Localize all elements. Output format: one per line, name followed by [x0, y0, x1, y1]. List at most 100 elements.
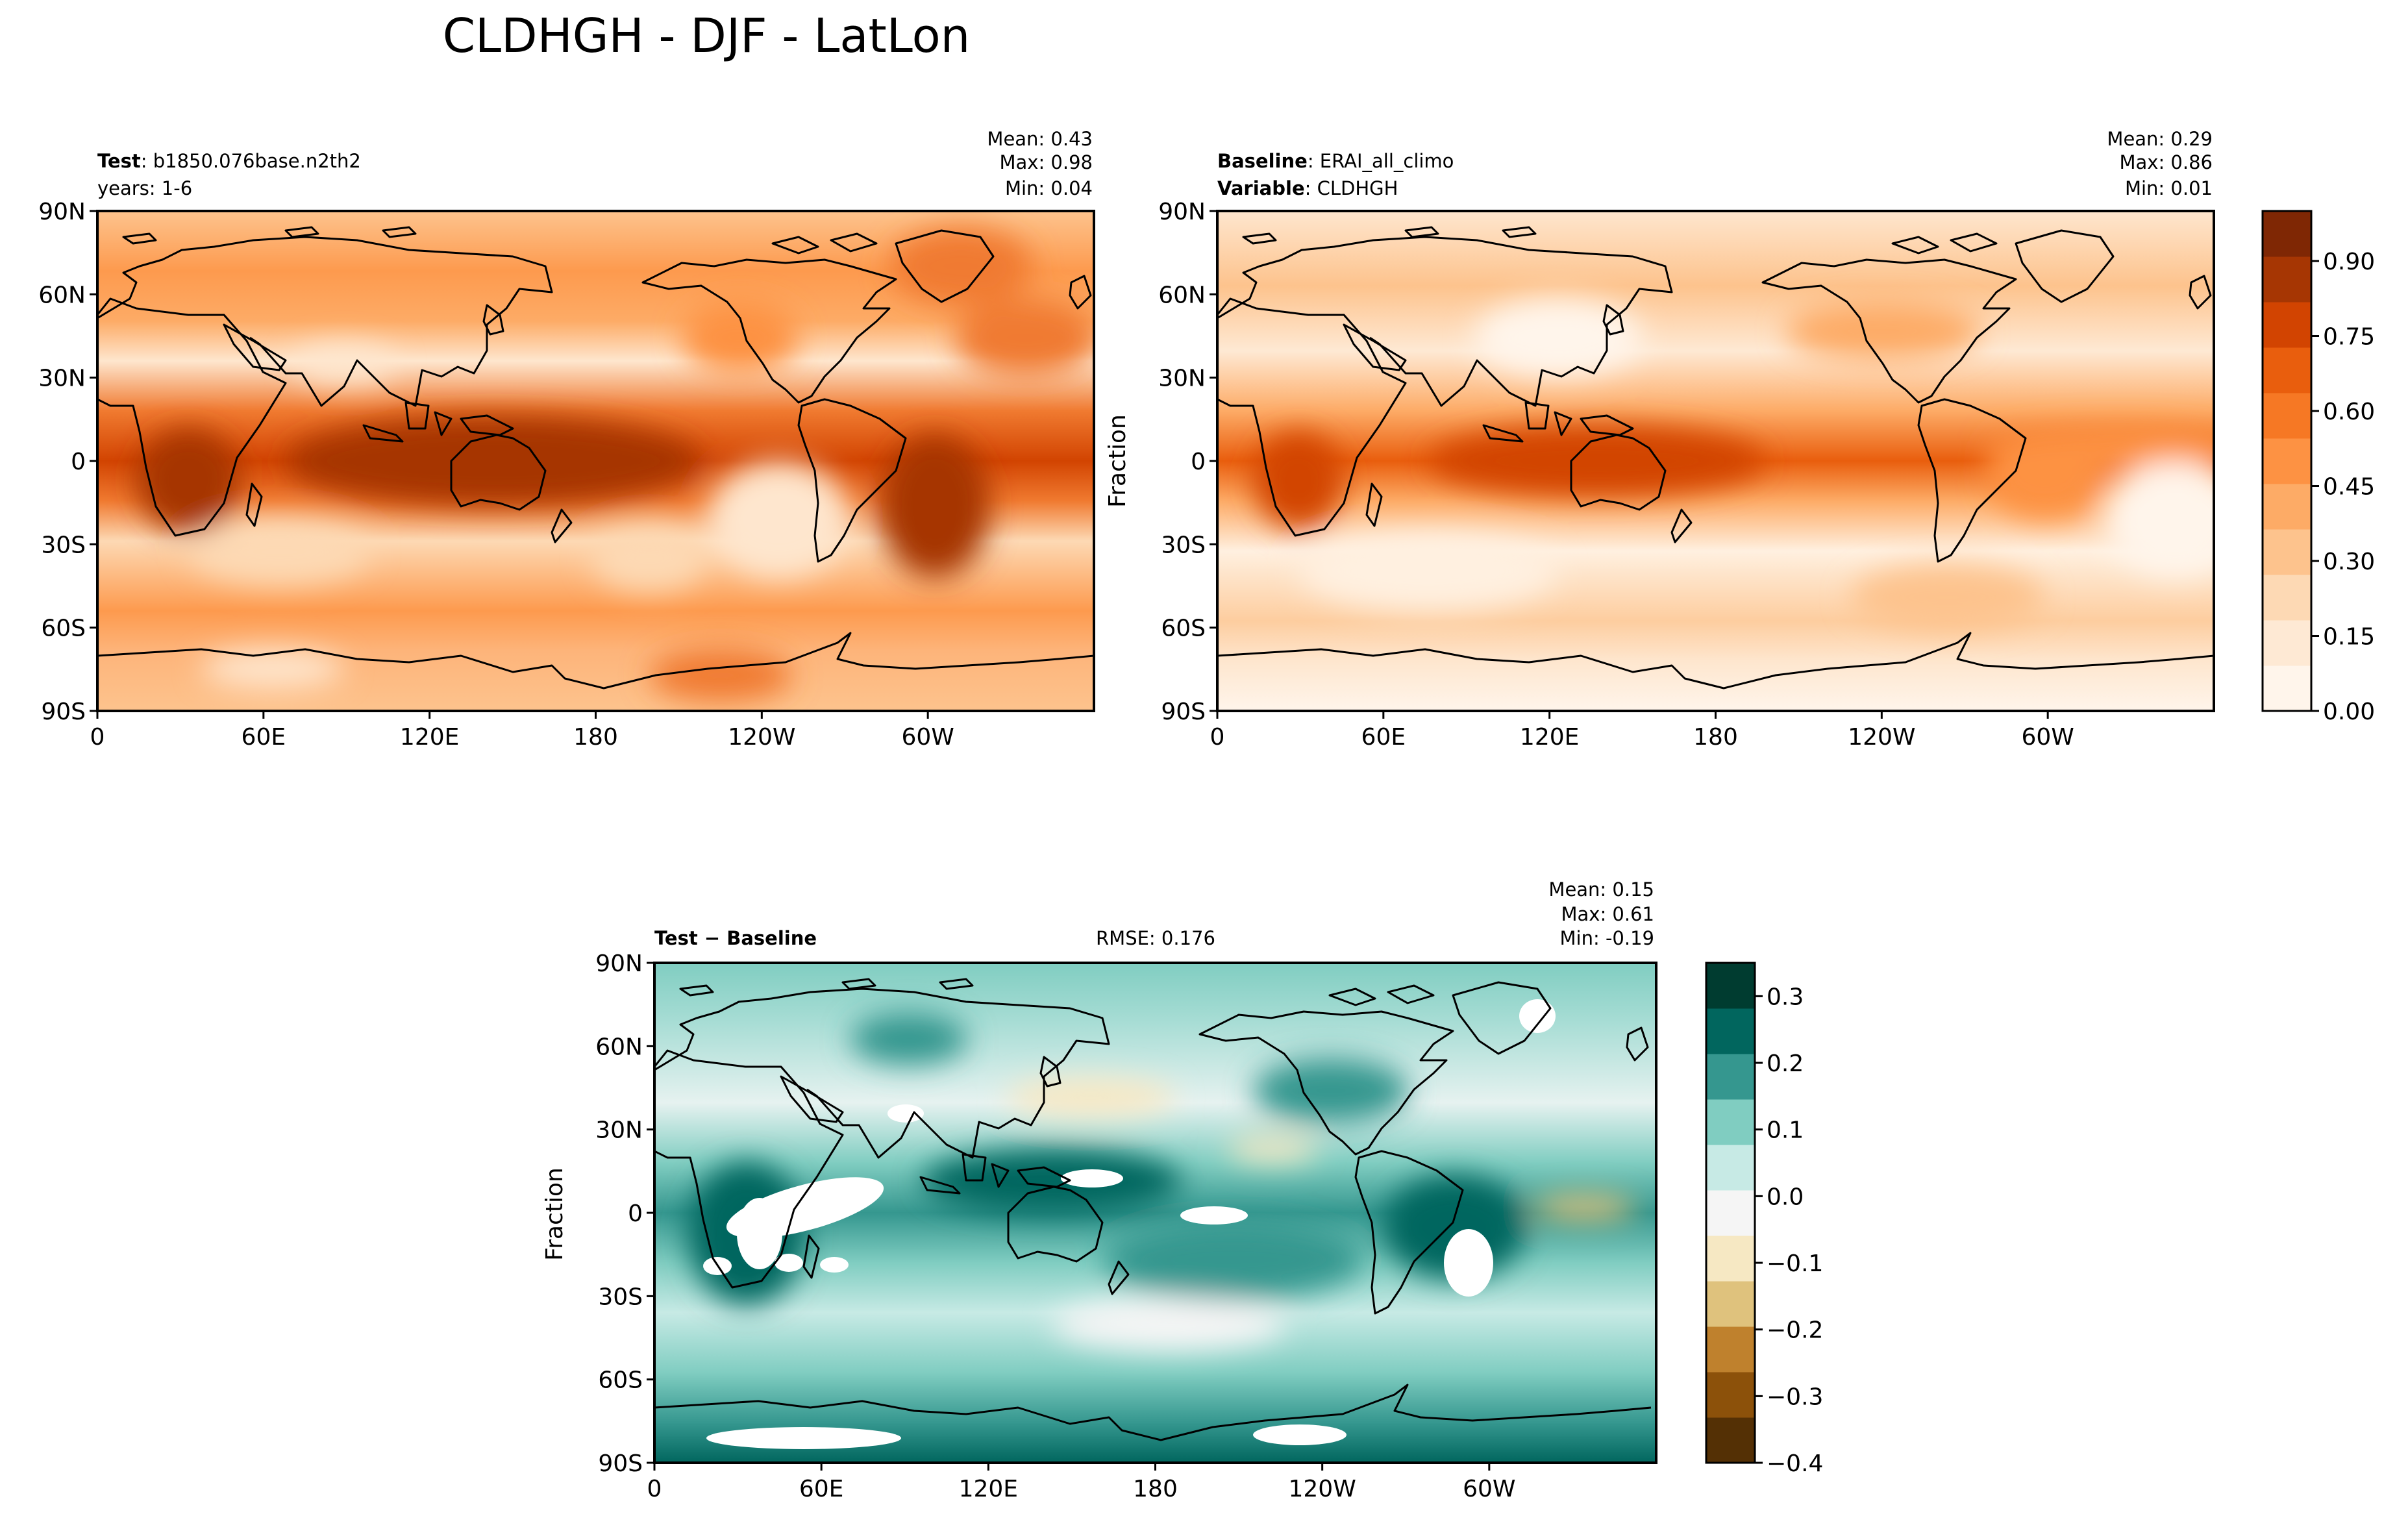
colorbar-swatch: [1706, 1190, 1755, 1236]
lon-tick-label: 180: [573, 724, 618, 751]
colorbar-swatch: [2263, 256, 2311, 303]
difference-rmse: RMSE: 0.176: [1096, 927, 1215, 949]
baseline-variable-label: Variable: [1217, 177, 1305, 199]
lon-tick-label: 120E: [1520, 724, 1579, 751]
baseline-stat-mean: Mean: 0.29: [2107, 128, 2213, 150]
colorbar-tick-label: 0.3: [1767, 984, 1804, 1010]
colorbar-tick-label: 0.1: [1767, 1117, 1804, 1144]
test-panel: Test: b1850.076base.n2th2 years: 1-6 Mea…: [38, 128, 1095, 751]
lat-tick-label: 30S: [598, 1284, 643, 1310]
lat-tick-label: 90N: [595, 951, 643, 977]
colorbar-swatch: [1706, 963, 1755, 1009]
test-stat-min: Min: 0.04: [1005, 177, 1093, 199]
lat-tick-label: 60N: [38, 282, 86, 308]
baseline-ylabel: Fraction: [1104, 414, 1131, 508]
lon-tick-label: 60E: [799, 1476, 844, 1502]
lat-tick-label: 90S: [1161, 699, 1206, 725]
lat-tick-label: 60N: [595, 1034, 643, 1060]
colorbar-swatch: [1706, 1054, 1755, 1100]
lon-tick-label: 180: [1693, 724, 1738, 751]
lat-tick-label: 90N: [1158, 199, 1206, 225]
colorbar-tick-label: 0.45: [2323, 474, 2375, 501]
colorbar-tick-label: 0.60: [2323, 399, 2375, 425]
colorbar-swatch: [1706, 1417, 1755, 1463]
test-header-line1: Test: b1850.076base.n2th2: [97, 150, 361, 172]
lon-tick-label: 60W: [1463, 1476, 1515, 1502]
colorbar-tick-label: 0.2: [1767, 1050, 1804, 1077]
fraction-colorbar: 0.00 0.15 0.30 0.45 0.60 0.75 0.90: [2261, 210, 2375, 725]
colorbar-frame: [2261, 210, 2313, 712]
lon-tick-label: 60W: [901, 724, 954, 751]
colorbar-swatch: [1706, 1281, 1755, 1327]
lon-tick-label: 120E: [400, 724, 459, 751]
baseline-stat-min: Min: 0.01: [2125, 177, 2213, 199]
colorbar-tick-label: 0.0: [1767, 1184, 1804, 1210]
test-header-years: years: 1-6: [97, 177, 192, 199]
lon-tick-label: 120E: [959, 1476, 1018, 1502]
lat-tick-label: 60S: [41, 615, 86, 642]
test-stat-mean: Mean: 0.43: [987, 128, 1093, 150]
lat-tick-label: 90N: [38, 199, 86, 225]
colorbar-swatch: [2263, 302, 2311, 348]
baseline-stat-max: Max: 0.86: [2119, 151, 2213, 173]
test-field-contours: [97, 211, 1094, 711]
difference-stat-mean: Mean: 0.15: [1548, 878, 1654, 901]
lat-tick-label: 30S: [1161, 532, 1206, 558]
colorbar-tick-label: −0.1: [1767, 1250, 1823, 1277]
test-stat-max: Max: 0.98: [999, 151, 1093, 173]
colorbar-tick-label: 0.15: [2323, 624, 2375, 651]
colorbar-swatch: [1706, 1099, 1755, 1145]
lon-tick-label: 60W: [2021, 724, 2074, 751]
lat-tick-label: 90S: [598, 1450, 643, 1477]
colorbar-swatch: [2263, 575, 2311, 621]
colorbar-tick-label: 0.75: [2323, 324, 2375, 351]
baseline-header-name: : ERAI_all_climo: [1308, 150, 1454, 172]
colorbar-swatch: [1706, 1008, 1755, 1054]
lat-tick-label: 0: [628, 1200, 643, 1227]
lon-tick-label: 120W: [1289, 1476, 1356, 1502]
lon-tick-label: 120W: [728, 724, 795, 751]
colorbar-tick-label: 0.30: [2323, 549, 2375, 575]
lat-tick-label: 0: [71, 449, 86, 475]
colorbar-tick-label: −0.3: [1767, 1384, 1823, 1410]
colorbar-swatch: [2263, 347, 2311, 393]
difference-panel: Test − Baseline RMSE: 0.176 Mean: 0.15 M…: [541, 878, 1657, 1502]
lon-tick-label: 0: [647, 1476, 662, 1502]
colorbar-frame: [1705, 962, 1756, 1464]
lat-tick-label: 30N: [1158, 366, 1206, 392]
difference-stat-min: Min: -0.19: [1560, 927, 1654, 949]
baseline-header-line1: Baseline: ERAI_all_climo: [1217, 150, 1454, 172]
difference-stat-max: Max: 0.61: [1561, 903, 1654, 925]
test-header-case: : b1850.076base.n2th2: [141, 150, 361, 172]
lon-tick-label: 0: [90, 724, 105, 751]
baseline-variable-name: : CLDHGH: [1305, 177, 1398, 199]
difference-colorbar: 0.3 0.2 0.1 0.0 −0.1 −0.2 −0.3 −0.4: [1705, 962, 1823, 1477]
lon-tick-label: 60E: [242, 724, 286, 751]
colorbar-swatch: [2263, 484, 2311, 530]
colorbar-swatch: [1706, 1236, 1755, 1282]
lat-tick-label: 30N: [595, 1117, 643, 1144]
colorbar-tick-label: −0.4: [1767, 1450, 1823, 1477]
baseline-field-contours: [1217, 211, 2214, 711]
colorbar-swatch: [2263, 665, 2311, 712]
figure-title: CLDHGH - DJF - LatLon: [443, 8, 971, 63]
lat-tick-label: 30S: [41, 532, 86, 558]
colorbar-swatch: [1706, 1326, 1755, 1373]
baseline-header-label: Baseline: [1217, 150, 1308, 172]
lat-tick-label: 30N: [38, 366, 86, 392]
colorbar-swatch: [2263, 620, 2311, 666]
difference-ylabel: Fraction: [541, 1167, 568, 1261]
lon-tick-label: 60E: [1361, 724, 1406, 751]
lat-tick-label: 60S: [1161, 615, 1206, 642]
colorbar-tick-label: 0.00: [2323, 699, 2375, 725]
lon-tick-label: 180: [1133, 1476, 1178, 1502]
test-header-label: Test: [97, 150, 141, 172]
lat-tick-label: 0: [1191, 449, 1206, 475]
colorbar-tick-label: 0.90: [2323, 249, 2375, 275]
colorbar-tick-label: −0.2: [1767, 1317, 1823, 1344]
lat-tick-label: 90S: [41, 699, 86, 725]
lon-tick-label: 0: [1210, 724, 1225, 751]
lon-tick-label: 120W: [1848, 724, 1915, 751]
colorbar-swatch: [1706, 1145, 1755, 1191]
